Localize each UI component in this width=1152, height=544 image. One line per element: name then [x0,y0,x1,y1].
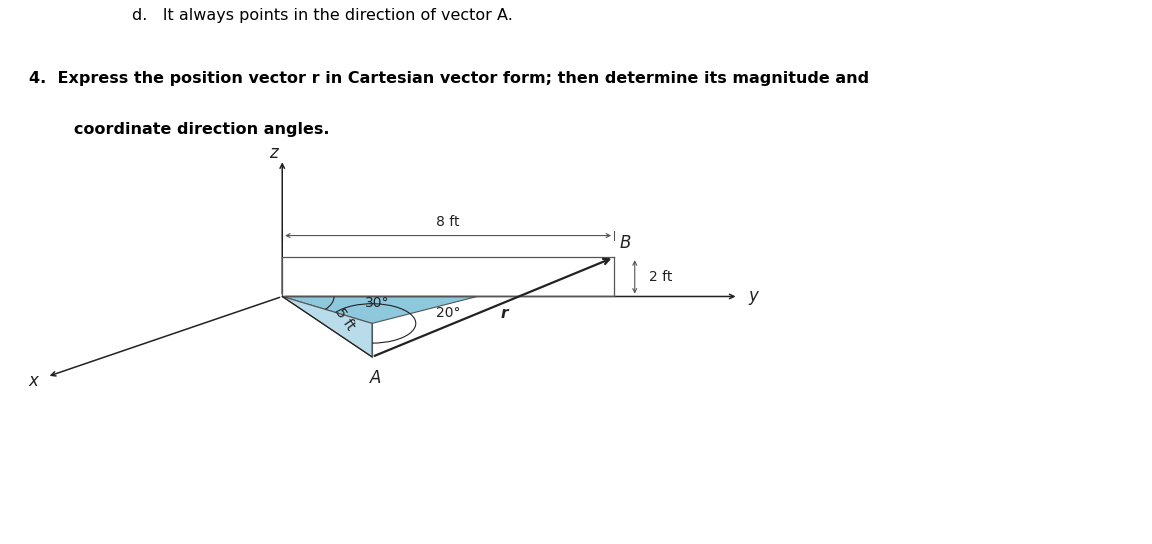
Text: coordinate direction angles.: coordinate direction angles. [74,122,329,138]
Text: 8 ft: 8 ft [437,215,460,229]
Text: r: r [500,306,508,321]
Polygon shape [282,296,477,324]
Text: 20°: 20° [437,306,461,320]
Text: z: z [268,144,278,162]
Polygon shape [282,296,372,357]
Text: A: A [370,369,381,387]
Text: B: B [620,234,631,252]
Text: x: x [28,372,38,390]
Text: 2 ft: 2 ft [649,270,672,284]
Text: 30°: 30° [364,295,389,310]
Text: 5 ft: 5 ft [333,305,357,332]
Text: 4.  Express the position vector r in Cartesian vector form; then determine its m: 4. Express the position vector r in Cart… [29,71,869,86]
Text: d.   It always points in the direction of vector A.: d. It always points in the direction of … [132,8,514,23]
Text: y: y [749,287,758,306]
